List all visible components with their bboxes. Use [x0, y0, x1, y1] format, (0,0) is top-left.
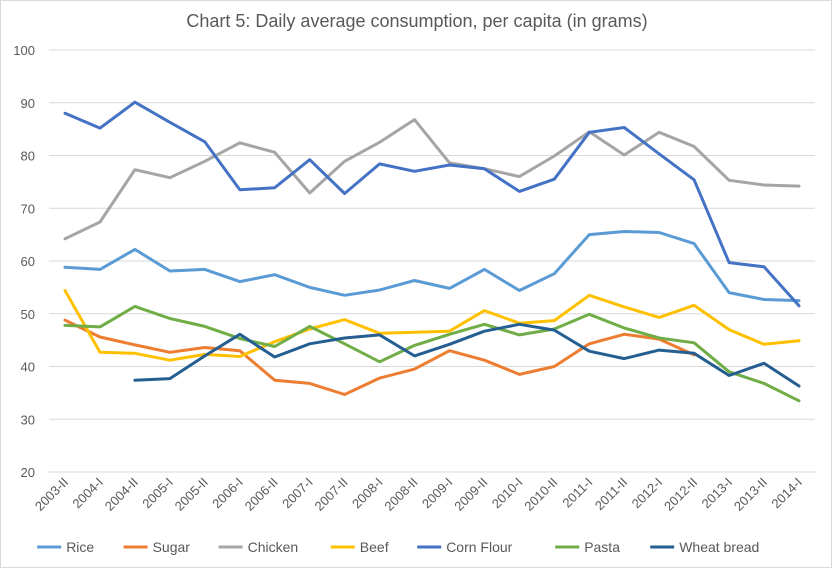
- series-line-corn-flour: [63, 100, 801, 308]
- legend-label-chicken: Chicken: [248, 539, 299, 555]
- series-line-rice: [63, 230, 801, 303]
- legend-label-pasta: Pasta: [584, 539, 620, 555]
- x-tick-label: 2013-I: [699, 475, 736, 512]
- x-tick-label: 2010-II: [521, 475, 560, 514]
- x-axis-ticks: 2003-II2004-I2004-II2005-I2005-II2006-I2…: [32, 475, 805, 514]
- series-line-wheat-bread: [133, 322, 801, 388]
- series-line-sugar: [63, 318, 696, 396]
- x-tick-label: 2011-II: [592, 475, 631, 514]
- y-axis-ticks: 20 30 40 50 60 70 80 90 100: [13, 43, 35, 480]
- series-line-chicken: [63, 118, 801, 241]
- x-tick-label: 2007-I: [279, 475, 316, 512]
- x-tick-label: 2006-II: [242, 475, 281, 514]
- series-line-pasta: [63, 304, 801, 403]
- y-tick-label: 100: [13, 43, 35, 58]
- chart-title: Chart 5: Daily average consumption, per …: [186, 11, 647, 31]
- legend: Rice Sugar Chicken Beef Corn Flour Pasta Wheat…: [37, 539, 759, 555]
- x-tick-label: 2010-I: [489, 475, 526, 512]
- x-tick-label: 2009-II: [451, 475, 490, 514]
- y-tick-label: 60: [21, 254, 35, 269]
- legend-label-rice: Rice: [66, 539, 94, 555]
- series-lines: [63, 100, 801, 403]
- x-tick-label: 2013-II: [731, 475, 770, 514]
- y-tick-label: 80: [21, 149, 35, 164]
- series-line-beef: [63, 289, 801, 362]
- legend-label-wheat-bread: Wheat bread: [679, 539, 759, 555]
- x-tick-label: 2005-II: [172, 475, 211, 514]
- x-tick-label: 2006-I: [209, 475, 246, 512]
- y-tick-label: 30: [21, 412, 35, 427]
- x-tick-label: 2003-II: [32, 475, 71, 514]
- x-tick-label: 2004-II: [102, 475, 141, 514]
- x-tick-label: 2005-I: [139, 475, 176, 512]
- legend-label-corn-flour: Corn Flour: [446, 539, 512, 555]
- y-tick-label: 40: [21, 360, 35, 375]
- y-tick-label: 90: [21, 96, 35, 111]
- x-tick-label: 2008-I: [349, 475, 386, 512]
- x-tick-label: 2004-I: [69, 475, 106, 512]
- legend-label-sugar: Sugar: [153, 539, 191, 555]
- legend-label-beef: Beef: [360, 539, 389, 555]
- x-tick-label: 2014-I: [768, 475, 805, 512]
- x-tick-label: 2007-II: [312, 475, 351, 514]
- x-tick-label: 2008-II: [381, 475, 420, 514]
- y-tick-label: 50: [21, 307, 35, 322]
- x-tick-label: 2012-II: [661, 475, 700, 514]
- y-tick-label: 20: [21, 465, 35, 480]
- x-tick-label: 2009-I: [419, 475, 456, 512]
- x-tick-label: 2012-I: [629, 475, 666, 512]
- x-tick-label: 2011-I: [559, 475, 595, 511]
- y-tick-label: 70: [21, 201, 35, 216]
- gridlines: [49, 49, 815, 473]
